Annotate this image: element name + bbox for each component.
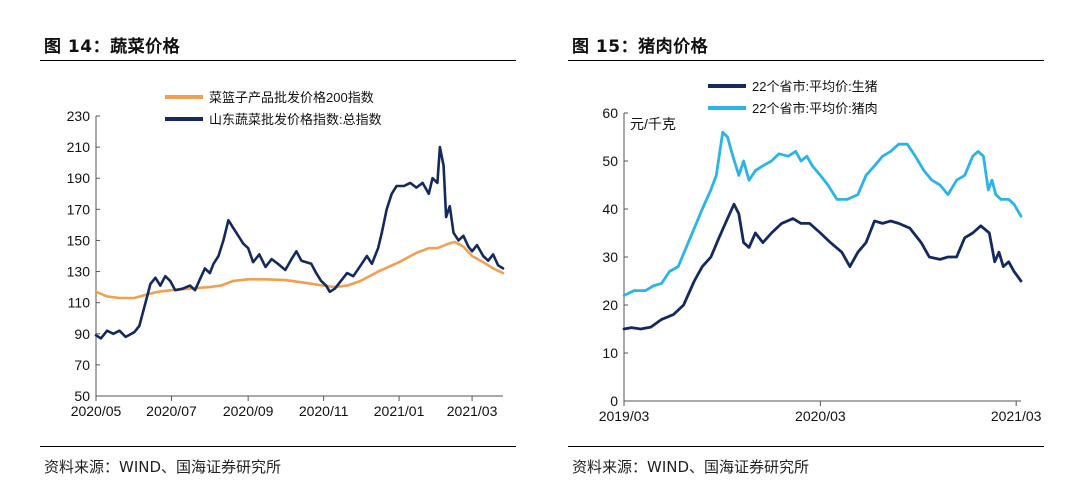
- y-tick-label: 230: [67, 108, 91, 124]
- y-tick-label: 150: [67, 232, 91, 248]
- figure-15-panel: 图 15：猪肉价格 0 10 20 30 40 50 60 2019/03 2020/03 202…: [540, 0, 1080, 500]
- figure-14-panel: 图 14：蔬菜价格 50 70 90 110 130 150 170 190 210 230 202…: [40, 37, 516, 476]
- y-tick-label: 210: [67, 139, 91, 155]
- legend-label: 山东蔬菜批发价格指数:总指数: [209, 112, 382, 127]
- figure-15-bottom-rule: [568, 446, 1044, 447]
- y-tick-label: 170: [67, 201, 91, 217]
- figure-14-title: 图 14：蔬菜价格: [44, 37, 181, 57]
- legend-label: 22个省市:平均价:猪肉: [752, 101, 878, 116]
- figure-15-top-rule: [568, 60, 1044, 61]
- y-tick-label: 0: [610, 393, 618, 409]
- x-tick-label: 2020/11: [299, 403, 349, 419]
- figure-14-source: 资料来源：WIND、国海证券研究所: [44, 458, 282, 476]
- y-tick-label: 20: [602, 297, 618, 313]
- x-tick-label: 2020/09: [223, 403, 274, 419]
- series-line-1: [94, 240, 505, 300]
- legend-label: 菜篮子产品批发价格200指数: [209, 90, 374, 105]
- x-tick-label: 2019/03: [599, 408, 650, 424]
- y-tick-label: 70: [74, 357, 90, 373]
- y-tick-label: 130: [67, 264, 91, 280]
- x-tick-label: 2020/03: [795, 408, 846, 424]
- y-tick-label: 60: [602, 105, 618, 121]
- series-line-2: [622, 130, 1023, 297]
- x-tick-label: 2021/03: [447, 403, 498, 419]
- x-tick-label: 2021/01: [374, 403, 425, 419]
- series-line-1: [622, 202, 1023, 331]
- legend-label: 22个省市:平均价:生猪: [752, 79, 878, 94]
- figure-14-top-rule: [40, 60, 516, 61]
- y-unit-label: 元/千克: [630, 116, 676, 132]
- y-tick-label: 50: [74, 388, 90, 404]
- y-tick-label: 30: [602, 249, 618, 265]
- x-tick-label: 2020/05: [71, 403, 122, 419]
- y-tick-label: 90: [74, 326, 90, 342]
- figure-15-title: 图 15：猪肉价格: [572, 37, 709, 57]
- y-tick-label: 40: [602, 201, 618, 217]
- figure-15-source: 资料来源：WIND、国海证券研究所: [572, 458, 810, 476]
- y-tick-label: 190: [67, 170, 91, 186]
- x-tick-label: 2020/07: [146, 403, 197, 419]
- pork-price-chart: 0 10 20 30 40 50 60 2019/03 2020/03 2021/03 元/千克 22…: [599, 79, 1042, 424]
- figure-14-bottom-rule: [40, 446, 516, 447]
- y-tick-label: 10: [602, 345, 618, 361]
- vegetable-price-chart: 50 70 90 110 130 150 170 190 210 230 2020/05 2020/0…: [67, 90, 505, 419]
- y-tick-label: 110: [68, 295, 91, 311]
- x-tick-label: 2021/03: [991, 408, 1042, 424]
- y-tick-label: 50: [602, 153, 618, 169]
- series-line-2: [94, 145, 505, 340]
